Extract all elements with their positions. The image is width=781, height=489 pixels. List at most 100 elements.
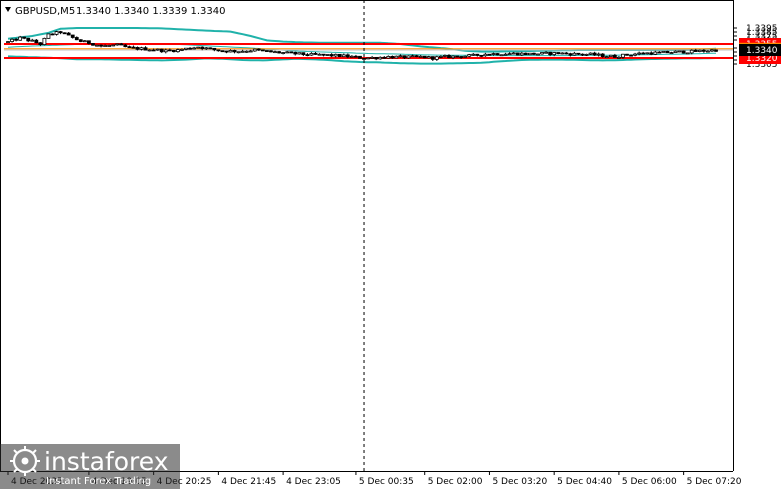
candle (459, 56, 464, 59)
candle-body (669, 52, 674, 54)
candle (714, 49, 718, 52)
candle-body (252, 48, 257, 52)
candle (621, 53, 625, 59)
candle (519, 51, 524, 57)
candle-body (661, 50, 666, 53)
candle-body (103, 45, 107, 47)
current-price-badge (739, 44, 781, 56)
candle (103, 44, 107, 47)
candle (212, 47, 217, 52)
candle-body (66, 32, 71, 36)
candle (653, 50, 658, 56)
candle (580, 53, 585, 57)
candle-body (629, 54, 633, 57)
candle-body (91, 43, 95, 46)
candle-body (127, 46, 132, 49)
candle (390, 55, 395, 59)
candle (309, 52, 314, 56)
candle (641, 51, 646, 55)
candle (463, 55, 468, 58)
header-triangle-icon (5, 7, 11, 12)
candle-body (386, 56, 391, 59)
candle-body (54, 31, 59, 35)
candle (673, 50, 678, 53)
candle-body (224, 50, 229, 53)
candle (26, 37, 31, 43)
candle (248, 49, 253, 53)
candle (552, 51, 557, 57)
y-tick-label: 1.3305 (746, 60, 778, 70)
candle-body (378, 56, 383, 60)
candle-body (232, 50, 237, 53)
candle-body (248, 50, 253, 53)
candle (143, 46, 148, 51)
lower-band-line (7, 55, 717, 65)
candle (362, 57, 366, 60)
candle-body (382, 56, 387, 59)
candle (107, 44, 112, 47)
x-tick-label: 4 Dec 20:25 (157, 477, 212, 487)
candle (216, 49, 221, 52)
candle (184, 47, 188, 51)
candle-body (451, 55, 455, 59)
candle (483, 52, 488, 57)
candle (167, 48, 172, 52)
candle (297, 52, 302, 55)
candle-body (78, 39, 83, 42)
candle (159, 48, 164, 53)
candle-body (317, 53, 322, 56)
candle (42, 37, 47, 46)
candle (532, 52, 536, 56)
candle (176, 48, 180, 53)
candle-body (38, 42, 43, 46)
candle (527, 52, 532, 56)
chart-header: GBPUSD,M5 1.3340 1.3340 1.3339 1.3340 (5, 6, 226, 17)
candle (374, 56, 379, 61)
candle (317, 53, 322, 56)
candle (544, 50, 548, 54)
candle (693, 48, 698, 52)
candle (236, 51, 241, 54)
candle-body (653, 51, 658, 55)
candle-body (584, 53, 589, 56)
candle (637, 51, 642, 56)
candle (414, 54, 419, 58)
candle-body (362, 57, 366, 60)
candle (333, 53, 338, 58)
candle-body (617, 56, 621, 59)
candle-body (62, 32, 67, 35)
candle-body (345, 54, 350, 58)
candle-body (414, 55, 419, 58)
candle (560, 52, 565, 55)
candle-body (123, 44, 128, 48)
candle (313, 51, 318, 55)
candle (455, 55, 459, 58)
candle (572, 51, 577, 56)
candle (321, 53, 326, 57)
candle-body (131, 46, 136, 49)
candle (406, 55, 411, 59)
candle-body (301, 52, 306, 56)
candle (208, 47, 213, 50)
candle-body (592, 52, 597, 56)
candle (604, 55, 609, 58)
candle (592, 51, 597, 56)
candle-body (422, 55, 427, 59)
candle (70, 34, 75, 39)
candle-body (22, 36, 27, 39)
candle (382, 56, 387, 59)
candle (337, 53, 342, 58)
candle (293, 51, 298, 56)
candle-body (228, 50, 233, 53)
candle-body (548, 51, 553, 56)
candle-body (503, 53, 508, 56)
candle-body (681, 50, 686, 54)
candle-body (277, 51, 281, 54)
candle (10, 38, 14, 43)
candle-body (552, 52, 557, 56)
candle (386, 55, 391, 59)
candle (62, 32, 67, 35)
candle-body (220, 50, 225, 53)
candle-body (180, 48, 184, 51)
